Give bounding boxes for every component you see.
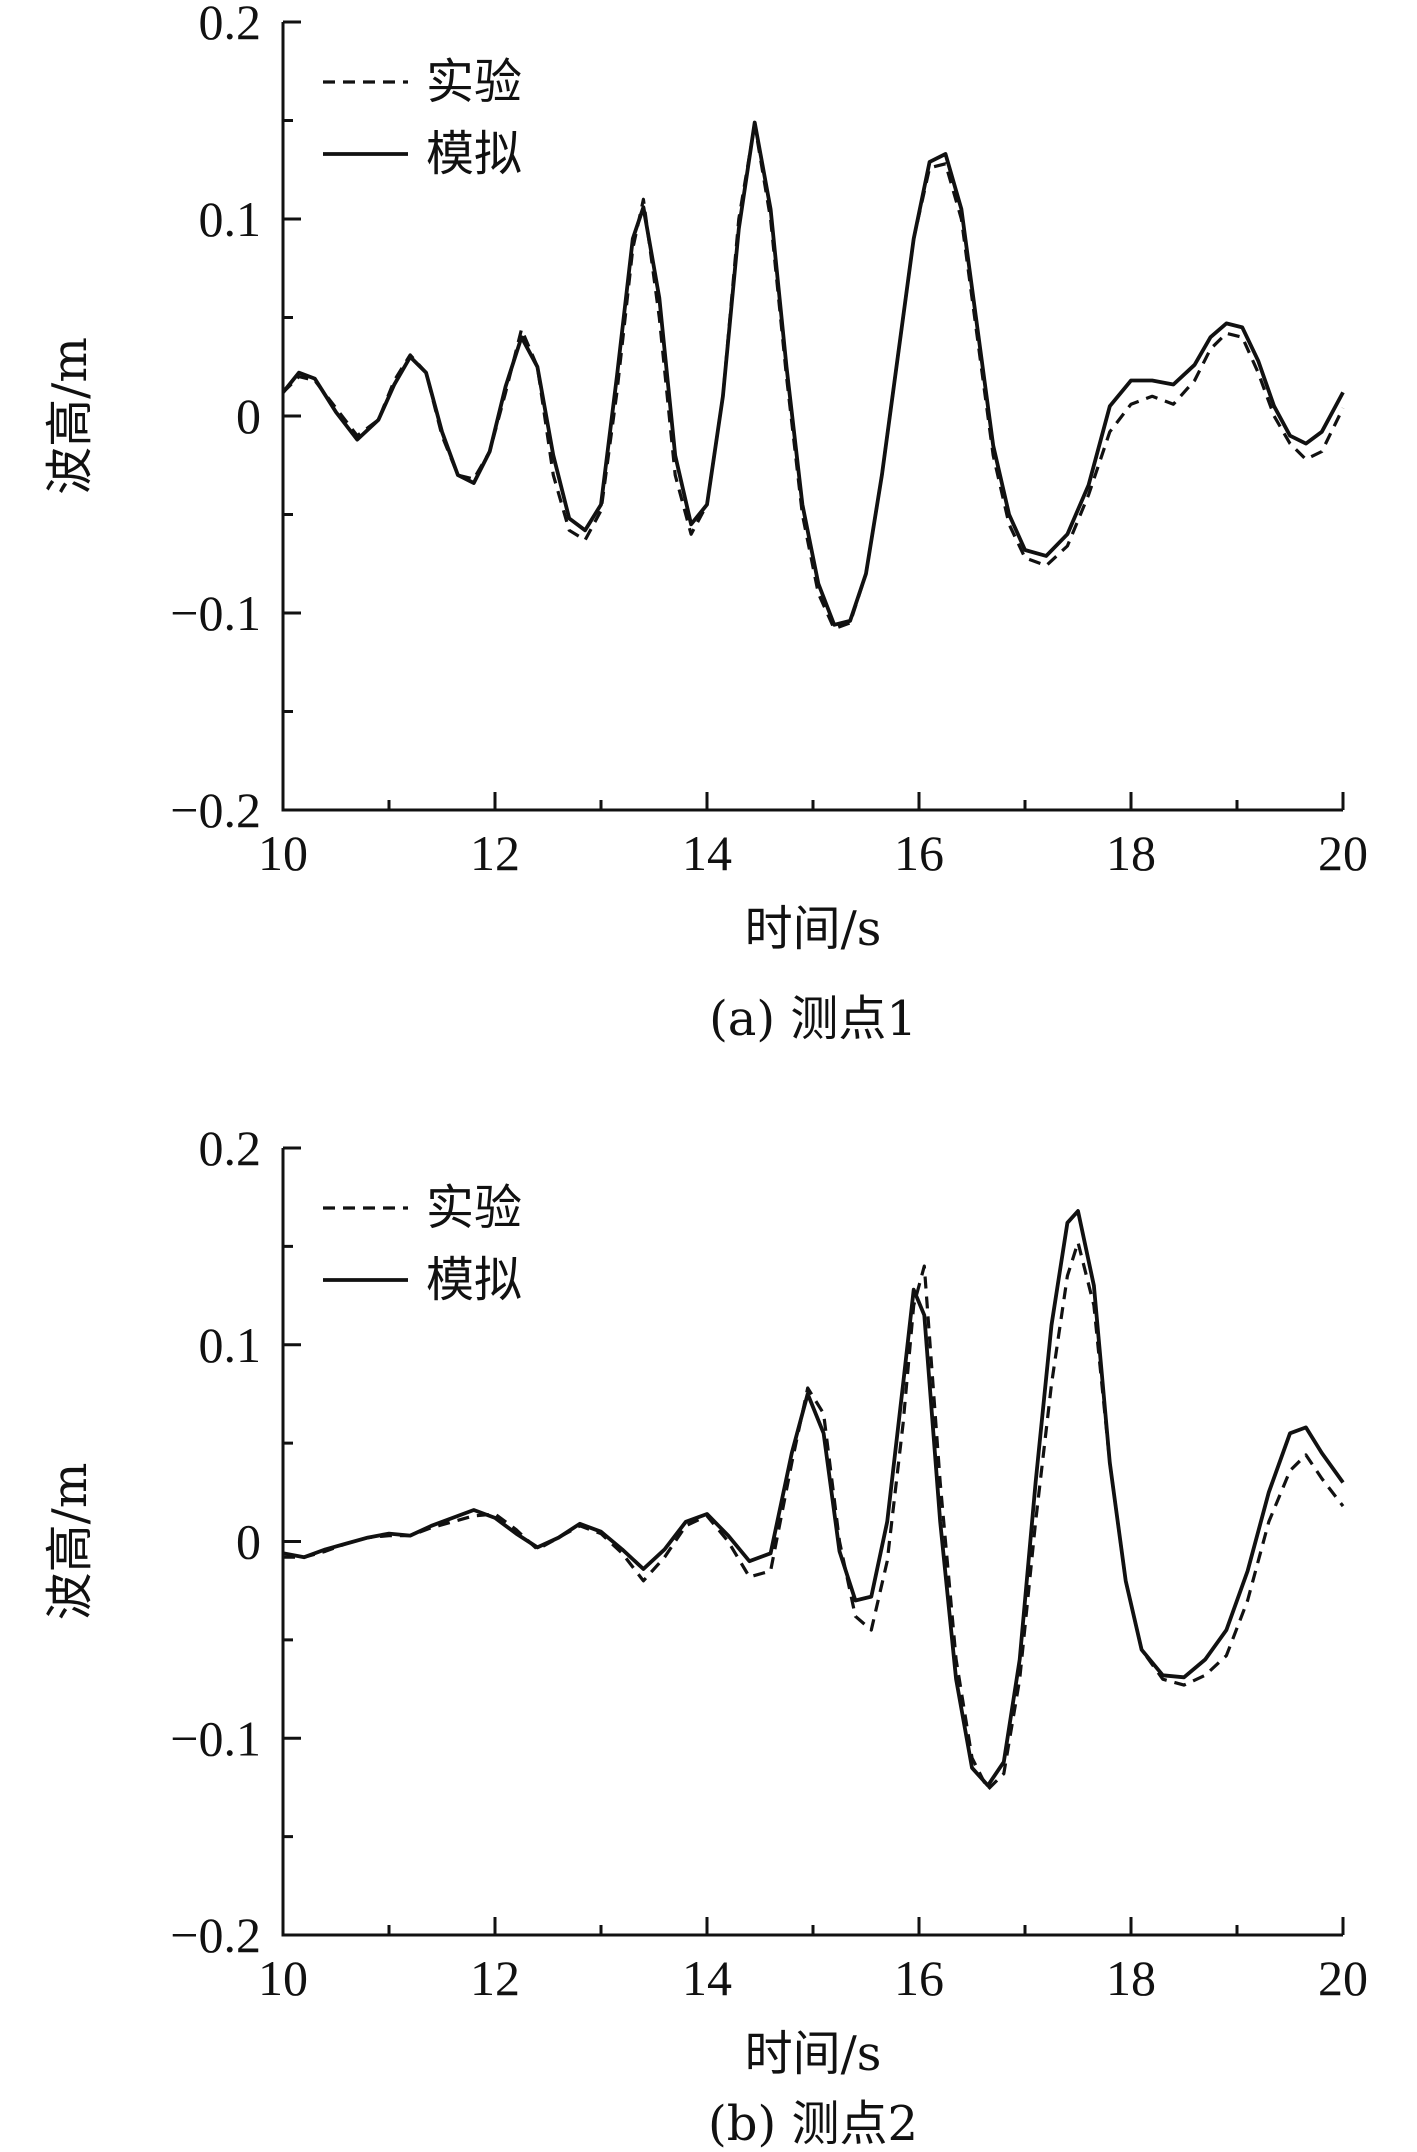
x-tick-label: 16: [894, 825, 944, 881]
x-axis-label: 时间/s: [745, 2026, 882, 2082]
series-layer: [281, 120, 1345, 631]
y-axis-label: 波高/m: [42, 1463, 98, 1621]
y-tick-label: −0.2: [170, 1907, 261, 1963]
x-tick-label: 12: [470, 825, 520, 881]
panel-caption: (a) 测点1: [709, 991, 917, 1047]
tick-labels: 10 12 14 16 18 20 0.2 0.1 0 −0.1 −0.2: [170, 1120, 1368, 2006]
x-axis-label: 时间/s: [745, 901, 882, 957]
y-tick-label: 0.1: [199, 191, 262, 247]
chart-panel-b: 10 12 14 16 18 20 0.2 0.1 0 −0.1 −0.2 时间/s 波高/m 实验…: [42, 1120, 1368, 2152]
legend: 实验 模拟: [323, 54, 522, 182]
axes-frame: [281, 1148, 1343, 1937]
axis-ticks: [281, 1146, 1345, 1937]
axes-frame: [281, 22, 1343, 812]
x-tick-label: 14: [682, 1950, 732, 2006]
y-tick-label: 0.2: [199, 1120, 262, 1176]
x-tick-label: 18: [1106, 825, 1156, 881]
series-line-solid: [282, 1209, 1345, 1788]
x-tick-label: 10: [258, 1950, 308, 2006]
panel-caption: (b) 测点2: [708, 2096, 918, 2152]
y-tick-label: 0: [236, 388, 261, 444]
y-tick-label: 0.2: [199, 0, 262, 50]
x-tick-label: 20: [1318, 825, 1368, 881]
series-line-solid: [281, 120, 1345, 627]
legend-label: 模拟: [426, 1252, 522, 1308]
x-tick-label: 14: [682, 825, 732, 881]
x-tick-label: 20: [1318, 1950, 1368, 2006]
y-axis-label: 波高/m: [42, 337, 98, 495]
y-tick-label: −0.2: [170, 782, 261, 838]
chart-panel-a: 10 12 14 16 18 20 0.2 0.1 0 −0.1 −0.2 时间/s 波高/m 实验…: [42, 0, 1368, 1047]
tick-labels: 10 12 14 16 18 20 0.2 0.1 0 −0.1 −0.2: [170, 0, 1368, 881]
legend-label: 模拟: [426, 126, 522, 182]
x-tick-label: 12: [470, 1950, 520, 2006]
y-tick-label: −0.1: [170, 585, 261, 641]
x-tick-label: 10: [258, 825, 308, 881]
series-line-dashed: [283, 1240, 1345, 1791]
x-tick-label: 16: [894, 1950, 944, 2006]
series-layer: [282, 1209, 1345, 1791]
legend-label: 实验: [426, 54, 522, 110]
x-tick-label: 18: [1106, 1950, 1156, 2006]
y-tick-label: 0: [236, 1514, 261, 1570]
legend-label: 实验: [426, 1180, 522, 1236]
legend: 实验 模拟: [323, 1180, 522, 1308]
y-tick-label: −0.1: [170, 1710, 261, 1766]
y-tick-label: 0.1: [199, 1317, 262, 1373]
